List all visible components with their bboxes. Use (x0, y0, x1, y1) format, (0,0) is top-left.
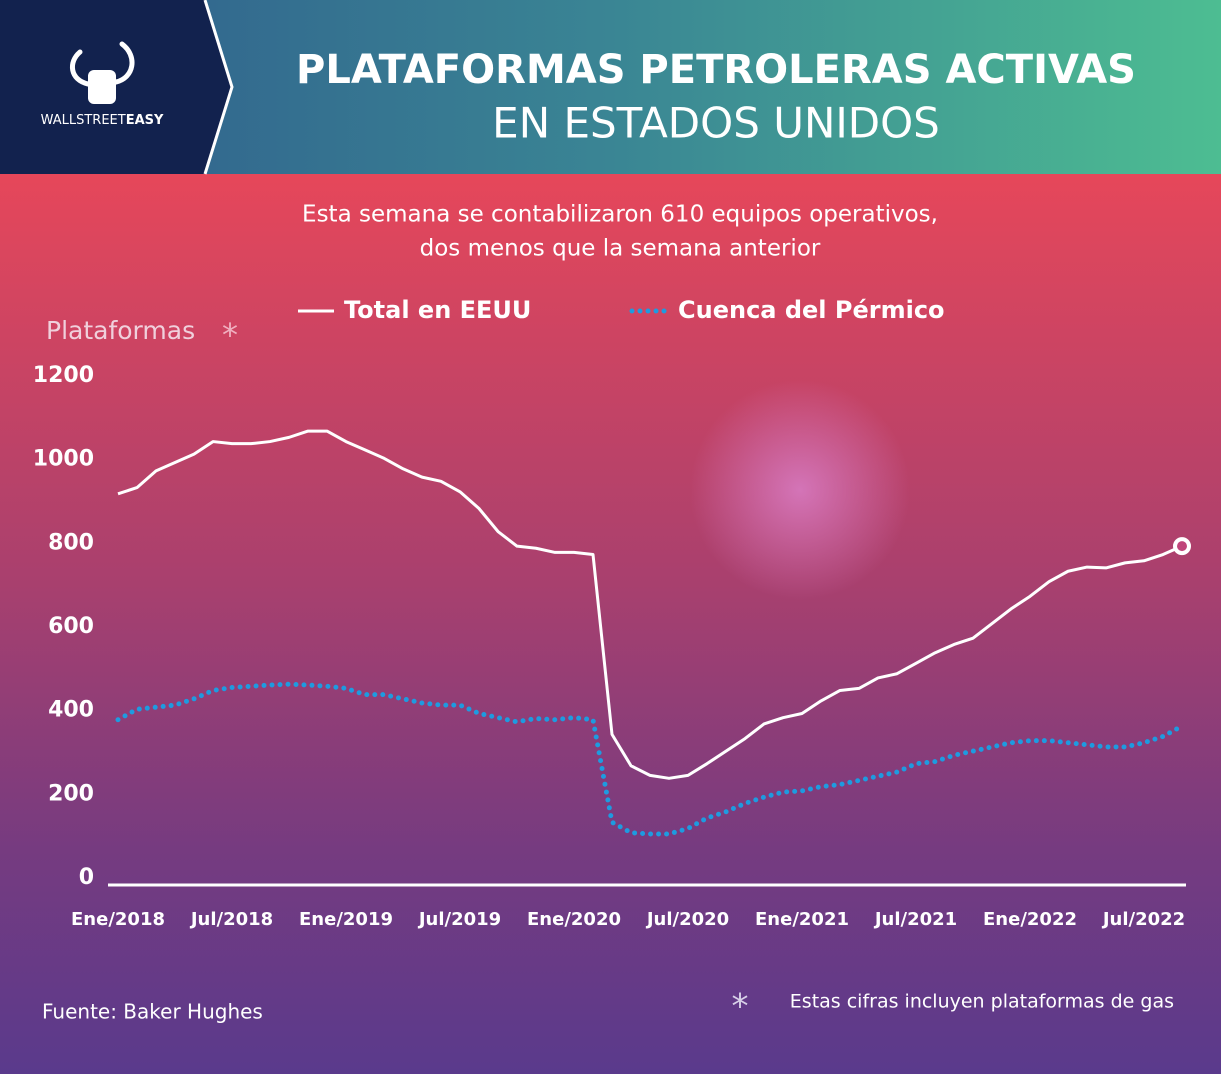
y-tick-label: 600 (48, 614, 94, 639)
logo: WALLSTREETEASY (41, 113, 164, 128)
footnote: Estas cifras incluyen plataformas de gas (790, 991, 1174, 1013)
asterisk: * (732, 987, 749, 1027)
logo-edge (203, 0, 234, 175)
x-tick-label: Jul/2022 (1101, 909, 1185, 930)
x-tick-label: Ene/2019 (299, 909, 393, 930)
x-tick-label: Ene/2021 (755, 909, 849, 930)
sun-glow (690, 380, 910, 600)
logo-icon (70, 41, 135, 104)
y-tick-label: 1200 (33, 363, 94, 388)
description: Esta semana se contabilizaron 610 equipo… (302, 202, 938, 228)
series-line (117, 429, 1183, 780)
y-tick-label: 200 (48, 781, 94, 806)
y-tick-label: 800 (48, 530, 94, 555)
series-line (115, 681, 1185, 837)
x-tick-label: Ene/2020 (527, 909, 621, 930)
description: dos menos que la semana anterior (420, 236, 821, 262)
x-tick-label: Jul/2020 (645, 909, 729, 930)
y-tick-label: 0 (79, 865, 94, 890)
end-marker (1173, 537, 1191, 556)
logo-left: WALLSTREET (41, 113, 126, 128)
legend-label: Total en EEUU (344, 296, 531, 324)
logo-right: EASY (126, 113, 164, 128)
y-tick-label: 400 (48, 698, 94, 723)
x-tick-label: Jul/2019 (417, 909, 501, 930)
asterisk: * (222, 316, 238, 354)
legend-label: Cuenca del Pérmico (678, 296, 945, 324)
chart-title: PLATAFORMAS PETROLERAS ACTIVAS (296, 47, 1136, 93)
background (0, 174, 1221, 1074)
x-tick-label: Ene/2022 (983, 909, 1077, 930)
y-tick-label: 1000 (33, 447, 94, 472)
x-tick-label: Ene/2018 (71, 909, 165, 930)
x-tick-label: Jul/2021 (873, 909, 957, 930)
y-axis-label: Plataformas (46, 316, 195, 345)
x-tick-label: Jul/2018 (189, 909, 273, 930)
source: Fuente: Baker Hughes (42, 1000, 263, 1024)
chart-subtitle: EN ESTADOS UNIDOS (492, 99, 940, 148)
